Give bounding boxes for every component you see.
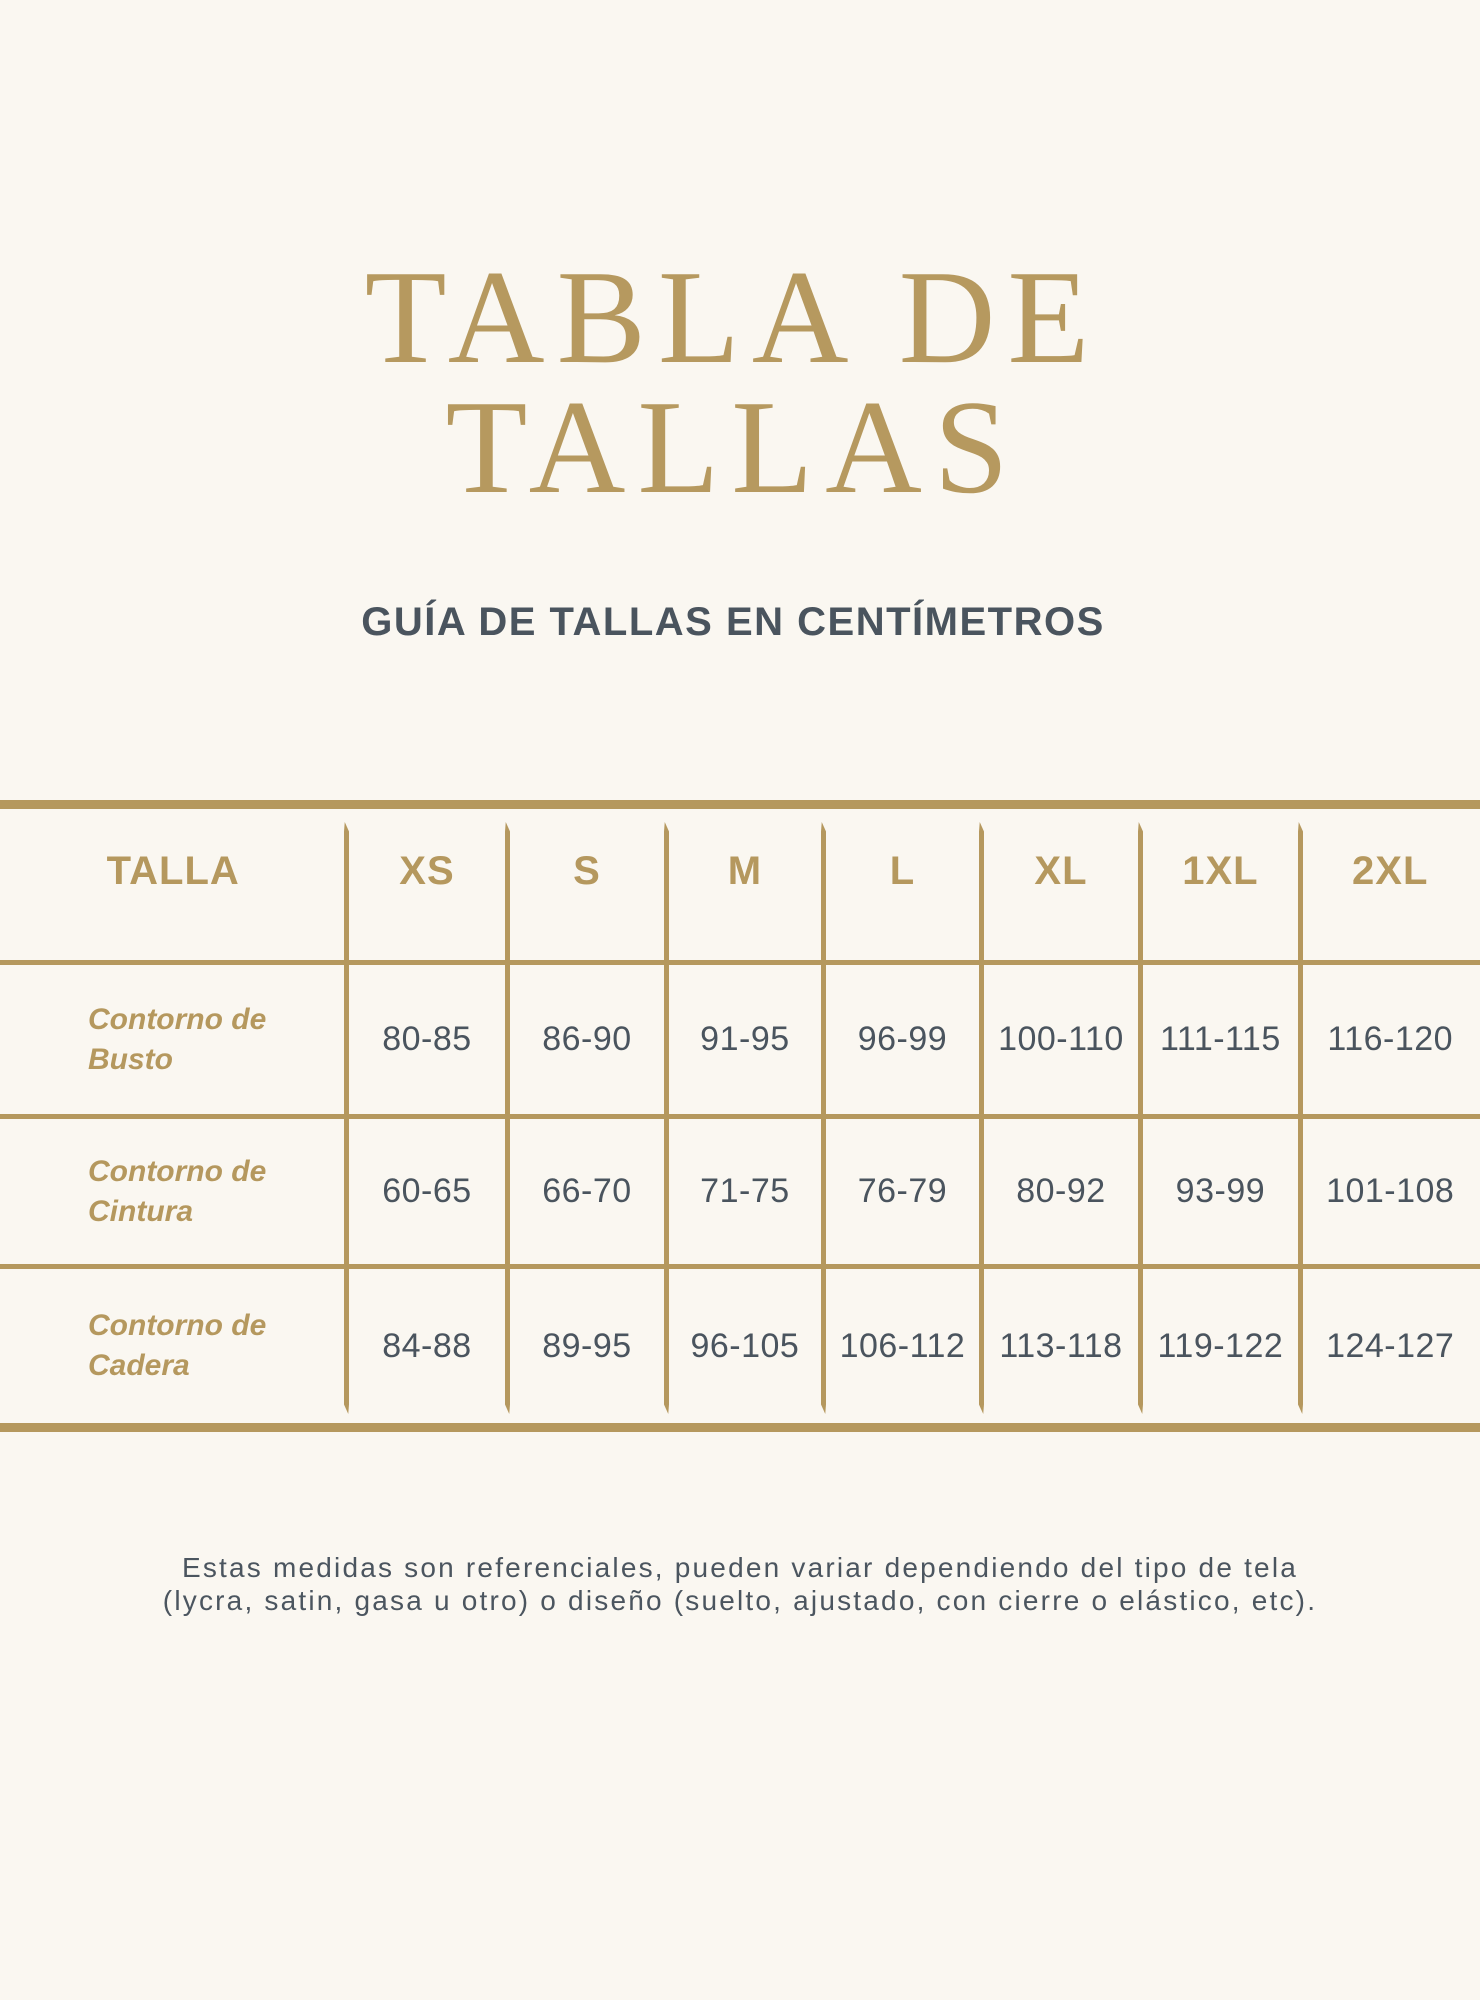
cell-cintura-s: 66-70	[542, 1172, 632, 1210]
cell-cadera-m: 96-105	[690, 1326, 800, 1365]
cell-cadera-1xl: 119-122	[1157, 1326, 1284, 1365]
cell-cadera-2xl: 124-127	[1326, 1326, 1455, 1365]
column-header-xs: XS	[399, 849, 455, 893]
table-row-busto: Contorno de Busto 80-85 86-90 91-95 96-9…	[0, 965, 1480, 1119]
row-label-cintura: Contorno de Cintura	[88, 1154, 267, 1228]
cell-busto-l: 96-99	[857, 1020, 948, 1058]
footnote-line-1: Estas medidas son referenciales, pueden …	[181, 1552, 1299, 1583]
cell-busto-1xl: 111-115	[1160, 1020, 1281, 1058]
column-divider	[979, 822, 984, 1414]
column-header-m: M	[727, 849, 763, 893]
row-label-busto: Contorno de Busto	[88, 1002, 267, 1076]
footnote: Estas medidas son referenciales, pueden …	[0, 1551, 1480, 1617]
cell-cadera-xl: 113-118	[999, 1326, 1123, 1365]
column-header-2xl: 2XL	[1352, 849, 1429, 893]
cell-cadera-xs: 84-88	[382, 1326, 472, 1365]
footnote-line-2: (lycra, satin, gasa u otro) o diseño (su…	[162, 1585, 1318, 1616]
column-header-s: S	[573, 849, 601, 893]
table-row-cadera: Contorno de Cadera 84-88 89-95 96-105 10…	[0, 1269, 1480, 1423]
column-divider	[344, 822, 349, 1414]
page-title-line-1: TABLA DE	[364, 243, 1102, 391]
column-divider	[1298, 822, 1303, 1414]
cell-cadera-l: 106-112	[839, 1326, 966, 1365]
page-title-line-2: TALLAS	[445, 373, 1021, 521]
cell-busto-xl: 100-110	[998, 1020, 1124, 1058]
table-header-row: TALLA XS S M L XL 1XL 2XL	[0, 809, 1480, 965]
cell-busto-s: 86-90	[542, 1020, 632, 1058]
cell-busto-m: 91-95	[700, 1020, 790, 1058]
page-title: TABLA DE TALLAS	[0, 243, 1466, 521]
cell-cintura-m: 71-75	[700, 1172, 790, 1210]
cell-busto-xs: 80-85	[382, 1020, 472, 1058]
cell-cintura-1xl: 93-99	[1175, 1172, 1266, 1210]
cell-busto-2xl: 116-120	[1327, 1020, 1454, 1058]
column-divider	[505, 822, 510, 1414]
row-label-cadera: Contorno de Cadera	[88, 1309, 267, 1382]
size-table: TALLA XS S M L XL 1XL 2XL Contorno de Bu…	[0, 800, 1480, 1432]
cell-cintura-xl: 80-92	[1016, 1172, 1106, 1210]
cell-cadera-s: 89-95	[542, 1326, 632, 1365]
page-subtitle: GUÍA DE TALLAS EN CENTÍMETROS	[361, 600, 1105, 644]
cell-cintura-2xl: 101-108	[1326, 1172, 1455, 1210]
cell-cintura-l: 76-79	[857, 1172, 948, 1210]
column-header-talla: TALLA	[106, 849, 240, 893]
column-divider	[1138, 822, 1143, 1414]
column-header-1xl: 1XL	[1182, 849, 1259, 893]
column-divider	[664, 822, 669, 1414]
column-divider	[821, 822, 826, 1414]
column-header-xl: XL	[1034, 849, 1088, 893]
table-row-cintura: Contorno de Cintura 60-65 66-70 71-75 76…	[0, 1119, 1480, 1269]
cell-cintura-xs: 60-65	[382, 1172, 472, 1210]
column-header-l: L	[889, 849, 916, 893]
